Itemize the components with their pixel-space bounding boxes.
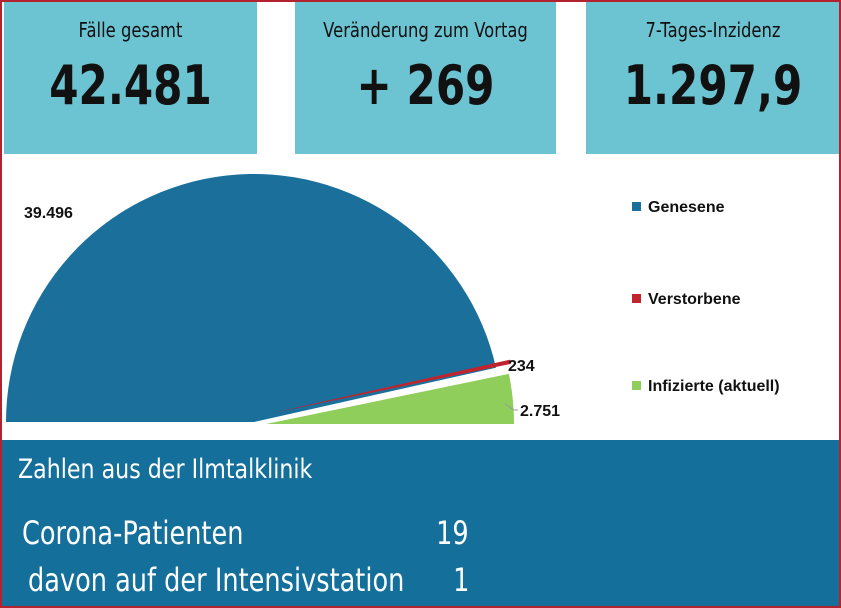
incidence-label: 7-Tages-Inzidenz (645, 18, 781, 42)
total-cases-card: Fälle gesamt 42.481 (4, 2, 257, 154)
legend-label-genesene: Genesene (648, 199, 725, 216)
legend-swatch-infizierte (632, 381, 641, 390)
clinic-title: Zahlen aus der Ilmtalklinik (18, 454, 313, 485)
pie-slices (6, 174, 514, 424)
clinic-row-value: 19 (436, 514, 469, 552)
clinic-row-value: 1 (452, 561, 469, 599)
daily-change-card: Veränderung zum Vortag + 269 (295, 2, 556, 154)
clinic-row-label: davon auf der Intensivstation (28, 561, 405, 599)
total-cases-label: Fälle gesamt (78, 18, 183, 42)
clinic-row-label: Corona-Patienten (22, 514, 244, 552)
incidence-value: 1.297,9 (623, 54, 803, 117)
slice-label-genesene: 39.496 (24, 205, 73, 222)
slice-label-verstorbene: 234 (508, 358, 535, 375)
legend-label-verstorbene: Verstorbene (648, 291, 741, 308)
leader-line (504, 403, 518, 411)
pie-slice-genesene (6, 174, 496, 422)
daily-change-label: Veränderung zum Vortag (323, 18, 528, 42)
legend-swatch-genesene (632, 202, 641, 211)
legend-swatch-verstorbene (632, 294, 641, 303)
total-cases-value: 42.481 (49, 54, 212, 117)
pie-slice-infizierte-aktuell (266, 373, 514, 424)
incidence-card: 7-Tages-Inzidenz 1.297,9 (586, 2, 839, 154)
pie-slice-verstorbene (268, 359, 511, 414)
pie-chart: 39.496 234 2.751 Genesene Verstorbene In… (6, 174, 780, 424)
slice-label-infizierte: 2.751 (520, 403, 560, 420)
daily-change-value: + 269 (356, 54, 495, 117)
legend-label-infizierte: Infizierte (aktuell) (648, 378, 780, 395)
clinic-panel: Zahlen aus der Ilmtalklinik Corona-Patie… (2, 440, 839, 606)
